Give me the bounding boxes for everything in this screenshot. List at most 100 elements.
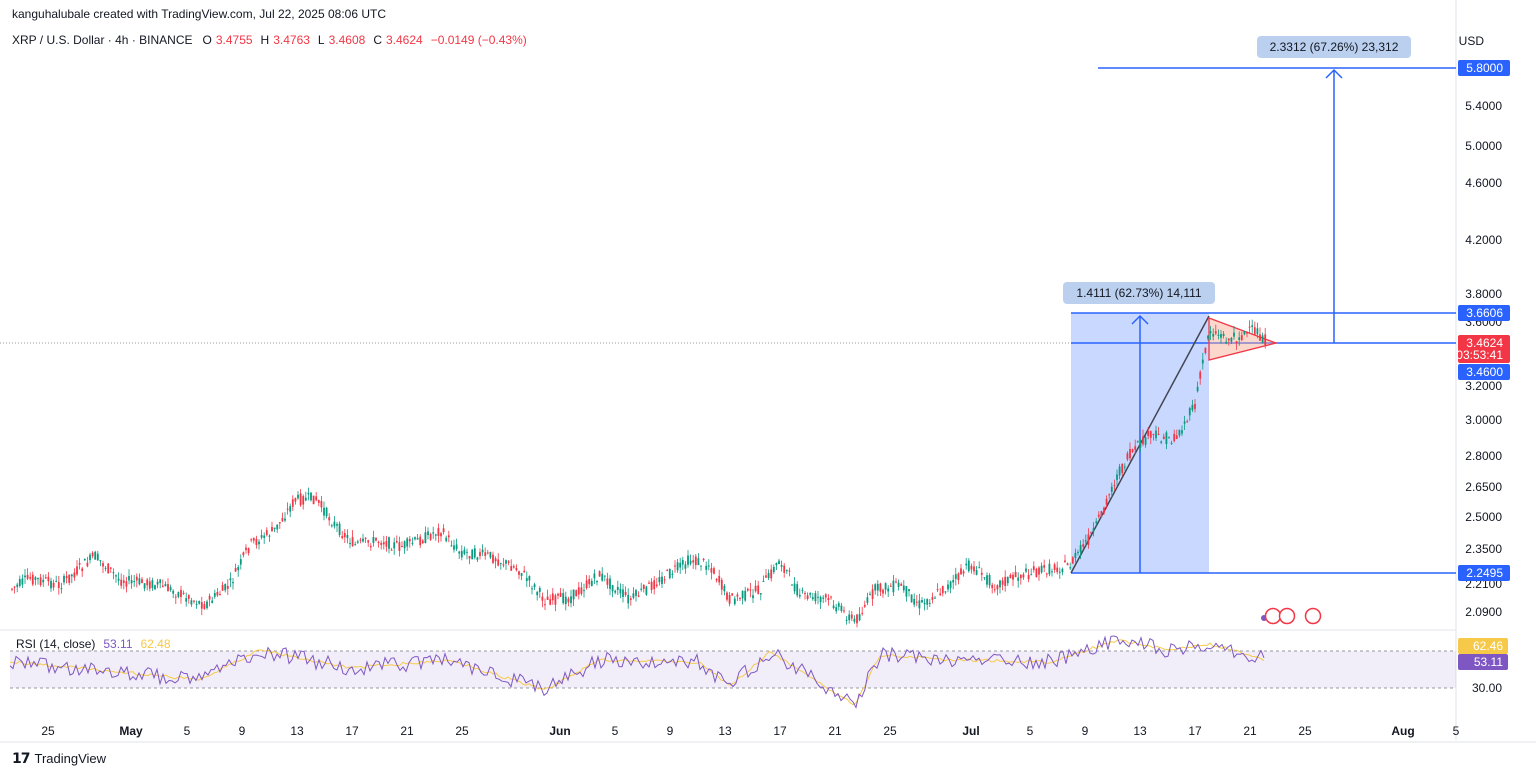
candle-body [1090, 532, 1092, 534]
candle-body [1084, 540, 1087, 542]
price-badge [1458, 364, 1510, 380]
tradingview-logo[interactable]: 𝟭𝟳 TradingView [12, 750, 106, 767]
candle-body [81, 568, 84, 572]
candle-body [1186, 421, 1189, 423]
candle-body [1113, 485, 1116, 487]
us-flag-event-icon[interactable] [1278, 607, 1296, 625]
candle-body [1116, 474, 1118, 480]
us-flag-event-icon[interactable] [1304, 607, 1322, 625]
candle-body [1051, 571, 1053, 573]
candle-body [931, 597, 934, 600]
candle-body [780, 565, 783, 567]
price-tick: 3.8000 [1465, 287, 1502, 301]
candle-body [268, 535, 271, 537]
candle-body [915, 601, 918, 603]
candle-body [762, 580, 765, 582]
candle-body [822, 597, 825, 599]
candle-body [538, 587, 541, 592]
candle-body [879, 583, 882, 592]
candle-body [1025, 568, 1027, 572]
time-tick: 25 [41, 724, 55, 738]
candle-body [856, 614, 858, 624]
candle-body [94, 551, 97, 560]
candle-body [518, 571, 520, 575]
candle-body [845, 619, 848, 621]
time-tick: Jun [549, 724, 570, 738]
target-arrow-head [1325, 68, 1343, 79]
candle-body [663, 579, 666, 581]
time-axis[interactable]: 25 May 5 9 13 17 21 25 Jun 5 9 13 17 21 25 Jul 5 9 13 17 21 2… [41, 724, 1459, 738]
candle-body [1207, 335, 1209, 339]
candle-body [375, 537, 377, 541]
candle-body [37, 578, 39, 580]
candle-body [697, 558, 700, 566]
candle-body [109, 567, 112, 569]
candle-body [351, 537, 354, 547]
candle-body [1006, 577, 1009, 584]
candle-body [603, 575, 606, 577]
candle-body [1238, 337, 1241, 340]
candle-body [1222, 333, 1225, 336]
candle-body [185, 598, 188, 602]
candle-body [31, 574, 34, 585]
candle-body [1259, 334, 1261, 341]
candle-body [707, 565, 710, 567]
candle-body [453, 545, 455, 550]
candle-body [632, 593, 635, 598]
ohlc-high-label: H [260, 33, 270, 47]
candle-body [180, 589, 182, 598]
rsi-legend[interactable]: RSI (14, close) 53.11 62.48 [16, 637, 171, 651]
candle-body [1233, 332, 1235, 337]
candle-body [954, 574, 957, 579]
candle-body [505, 560, 507, 564]
candle-body [785, 570, 788, 572]
candle-body [115, 575, 117, 577]
candle-body [122, 580, 125, 583]
candle-body [343, 532, 346, 538]
rsi-badge-label: 53.11 [1474, 655, 1503, 669]
candle-body [525, 578, 528, 581]
candle-body [796, 584, 799, 596]
candle-body [905, 586, 908, 597]
candle-body [1040, 565, 1043, 573]
candle-body [1168, 437, 1170, 439]
candle-body [497, 559, 500, 566]
candle-body [382, 542, 385, 545]
candle-body [390, 549, 393, 551]
candle-body [674, 565, 676, 567]
candle-body [520, 573, 523, 576]
economic-events[interactable] [1261, 607, 1322, 625]
candle-body [232, 582, 234, 584]
candle-body [73, 572, 76, 578]
symbol-name[interactable]: XRP / U.S. Dollar · 4h · BINANCE [12, 33, 193, 47]
candle-body [91, 552, 94, 557]
candle-body [1110, 486, 1113, 492]
candle-body [614, 590, 617, 593]
candle-body [89, 554, 91, 561]
candle-body [957, 573, 960, 581]
us-flag-event-icon[interactable] [1264, 607, 1282, 625]
ohlc-high-value: 3.4763 [273, 33, 310, 47]
candle-body [216, 591, 219, 596]
time-tick: 9 [667, 724, 674, 738]
price-tick: 2.0900 [1465, 605, 1502, 619]
candle-body [598, 571, 601, 577]
candle-body [671, 573, 674, 575]
candle-body [356, 541, 359, 543]
candle-body [546, 596, 549, 600]
candle-body [328, 517, 331, 521]
candle-body [1066, 563, 1069, 566]
candle-body [226, 585, 229, 589]
candle-body [694, 556, 697, 566]
candle-body [336, 523, 338, 526]
candle-body [668, 569, 671, 579]
candle-body [806, 595, 809, 599]
candle-body [934, 597, 936, 599]
candle-body [1058, 571, 1061, 573]
candle-body [429, 533, 432, 540]
candle-body [481, 549, 484, 553]
candle-body [973, 566, 975, 572]
time-tick: 5 [612, 724, 619, 738]
candle-body [208, 595, 211, 600]
